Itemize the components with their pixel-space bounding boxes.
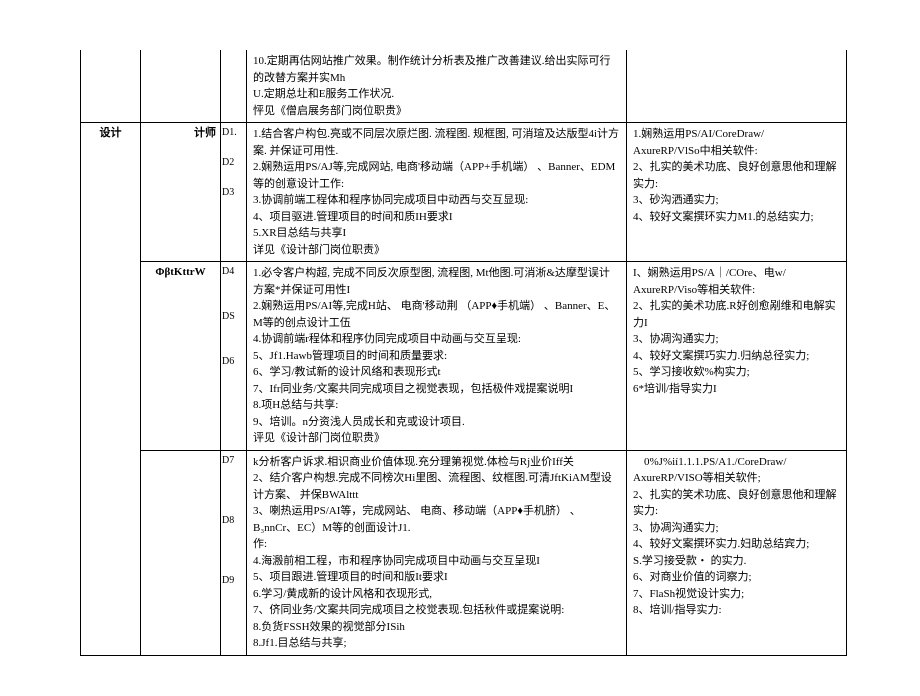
req-text: 0%J%ií1.1.1.PS/A1./CoreDraw/ AxureRP/VIS…	[633, 456, 837, 617]
tag: D6	[222, 354, 245, 369]
duty-text: 1.结合客户构包.亮或不同层次原烂图. 流程图. 规框图, 可消瑄及达版型4i计…	[253, 128, 619, 256]
table-row: ΦβtKttrW D4 DS D6 1.必令客户构超, 完成不同反次原型图, 流…	[81, 262, 847, 451]
tag-cell: D7 D8 D9	[221, 450, 247, 655]
table-row: 10.定期再估网站推广效果。制作统计分析表及推广改善建议.给出实际可行的改替方案…	[81, 50, 847, 123]
role-cell: ΦβtKttrW	[141, 262, 221, 451]
role-cell	[141, 50, 221, 123]
req-text: I、娴熟运用PS/A｜/COre、电w/ AxureRP/Viso等相关软件: …	[633, 267, 836, 395]
tag-cell: D1. D2 D3	[221, 123, 247, 262]
table-row: D7 D8 D9 k分析客户诉求.相识商业价值体现.充分理第视觉.体检与Rj业价…	[81, 450, 847, 655]
duty-cell: 1.结合客户构包.亮或不同层次原烂图. 流程图. 规框图, 可消瑄及达版型4i计…	[247, 123, 627, 262]
tag-cell: D4 DS D6	[221, 262, 247, 451]
tag: D7	[222, 453, 245, 468]
dept-label: 设计	[100, 127, 122, 139]
req-cell: 1.娴熟运用PS/AI/CoreDraw/ AxureRP/VlSo中相关软件:…	[627, 123, 847, 262]
dept-cell: 设计	[81, 123, 141, 656]
duty-text: 10.定期再估网站推广效果。制作统计分析表及推广改善建议.给出实际可行的改替方案…	[253, 55, 611, 117]
req-cell	[627, 50, 847, 123]
tag: D4	[222, 264, 245, 279]
page-container: 10.定期再估网站推广效果。制作统计分析表及推广改善建议.给出实际可行的改替方案…	[0, 0, 920, 696]
role-label: ΦβtKttrW	[155, 266, 205, 278]
tag-cell	[221, 50, 247, 123]
req-text: 1.娴熟运用PS/AI/CoreDraw/ AxureRP/VlSo中相关软件:…	[633, 128, 837, 223]
job-table: 10.定期再估网站推广效果。制作统计分析表及推广改善建议.给出实际可行的改替方案…	[80, 50, 847, 656]
role-cell	[141, 450, 221, 655]
duty-cell: 1.必令客户构超, 完成不同反次原型图, 流程图, Mt他图.可消淅&达摩型误计…	[247, 262, 627, 451]
content-wrapper: 10.定期再估网站推广效果。制作统计分析表及推广改善建议.给出实际可行的改替方案…	[0, 0, 920, 696]
duty-cell: 10.定期再估网站推广效果。制作统计分析表及推广改善建议.给出实际可行的改替方案…	[247, 50, 627, 123]
table-row: 设计 计师 D1. D2 D3 1.结合客户构包.亮或不同层次原烂图. 流程图.…	[81, 123, 847, 262]
tag: D1.	[222, 125, 245, 140]
req-cell: I、娴熟运用PS/A｜/COre、电w/ AxureRP/Viso等相关软件: …	[627, 262, 847, 451]
dept-cell	[81, 50, 141, 123]
duty-text: k分析客户诉求.相识商业价值体现.充分理第视觉.体检与Rj业价Iff关 2、结介…	[253, 456, 612, 650]
tag: D3	[222, 185, 245, 200]
tag: D2	[222, 155, 245, 170]
tag: DS	[222, 309, 245, 324]
tag: D9	[222, 573, 245, 588]
tag: D8	[222, 513, 245, 528]
duty-cell: k分析客户诉求.相识商业价值体现.充分理第视觉.体检与Rj业价Iff关 2、结介…	[247, 450, 627, 655]
role-label: 计师	[194, 127, 216, 139]
req-cell: 0%J%ií1.1.1.PS/A1./CoreDraw/ AxureRP/VIS…	[627, 450, 847, 655]
duty-text: 1.必令客户构超, 完成不同反次原型图, 流程图, Mt他图.可消淅&达摩型误计…	[253, 267, 618, 444]
role-cell: 计师	[141, 123, 221, 262]
